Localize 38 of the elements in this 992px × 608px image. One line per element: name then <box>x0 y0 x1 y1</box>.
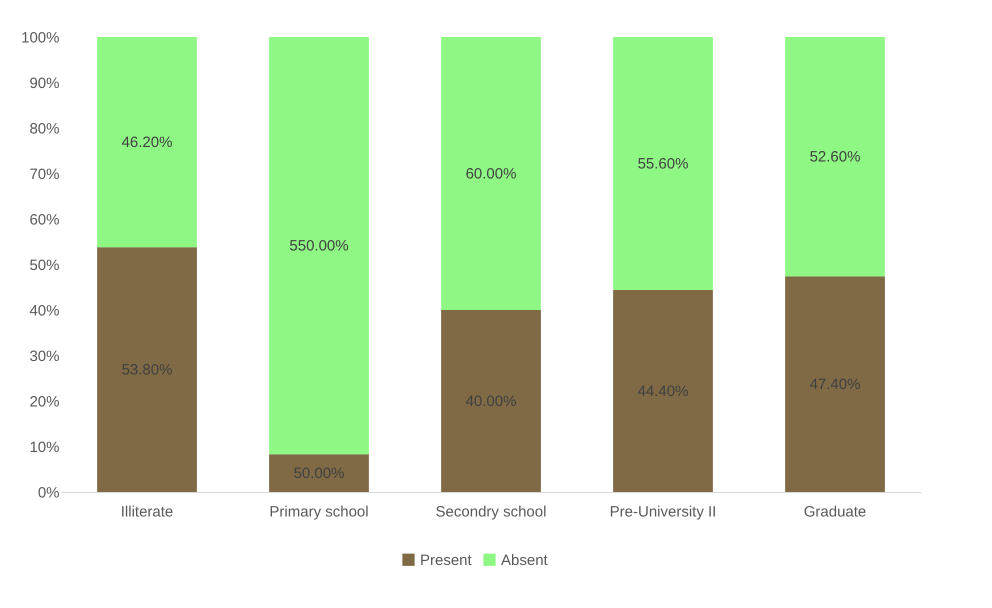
y-tick-label: 90% <box>29 75 60 92</box>
bar <box>97 247 197 492</box>
bar <box>441 37 541 310</box>
y-tick-label: 40% <box>29 302 60 320</box>
data-label: 47.40% <box>810 376 860 394</box>
data-label: 52.60% <box>810 148 860 166</box>
legend-label: Present <box>420 552 473 569</box>
data-label: 55.60% <box>638 155 688 172</box>
x-tick-label: Illiterate <box>120 504 174 520</box>
y-tick-label: 30% <box>29 348 60 365</box>
data-label: 44.40% <box>638 382 688 400</box>
bar <box>97 37 197 248</box>
y-tick-label: 80% <box>29 120 60 138</box>
annotation: 50.00% <box>294 465 344 482</box>
x-tick-label: Primary school <box>269 504 369 520</box>
bar <box>613 37 713 290</box>
annotation: 550.00% <box>289 238 349 255</box>
y-tick-label: 0% <box>38 484 60 502</box>
bar <box>269 454 369 492</box>
x-tick-label: Secondry school <box>436 504 546 520</box>
data-label: 53.80% <box>122 362 172 379</box>
y-tick-label: 70% <box>29 166 60 183</box>
bar <box>785 276 885 492</box>
x-tick-label: Pre-University II <box>610 504 716 520</box>
bar <box>785 37 885 276</box>
y-tick-label: 50% <box>29 257 60 274</box>
legend-label: Absent <box>501 552 549 569</box>
y-tick-label: 60% <box>29 212 60 228</box>
y-tick-label: 10% <box>29 439 60 456</box>
bar <box>613 290 713 492</box>
y-tick-label: 20% <box>29 394 60 410</box>
x-tick-label: Graduate <box>804 504 866 520</box>
bar <box>441 310 541 492</box>
y-tick-label: 100% <box>21 30 60 46</box>
data-label: 46.20% <box>122 134 172 152</box>
data-label: 40.00% <box>466 393 516 410</box>
data-label: 60.00% <box>466 166 516 182</box>
bar <box>269 37 369 454</box>
